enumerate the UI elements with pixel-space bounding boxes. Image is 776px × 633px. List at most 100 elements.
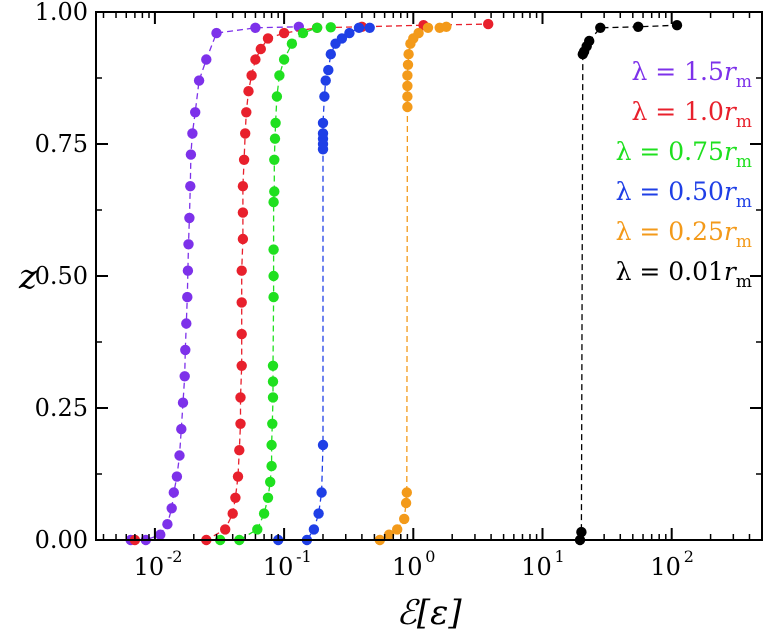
data-point	[402, 101, 413, 113]
data-point	[402, 91, 413, 102]
data-point	[268, 270, 279, 282]
data-point	[268, 244, 279, 255]
legend-entry-5: λ = 0.01rm	[616, 257, 752, 292]
data-point	[252, 524, 263, 535]
series-2	[215, 22, 336, 546]
data-point	[227, 508, 238, 519]
data-point	[399, 513, 410, 525]
data-point	[392, 524, 403, 535]
data-point	[183, 239, 194, 250]
data-point	[402, 80, 413, 92]
data-point	[237, 233, 249, 245]
legend: λ = 1.5rm λ = 1.0rm λ = 0.75rm λ = 0.50rm λ …	[616, 57, 752, 292]
x-tick-label: 10	[521, 553, 552, 581]
data-point	[297, 27, 309, 39]
data-point	[185, 149, 197, 160]
data-point	[168, 487, 179, 498]
data-point	[267, 376, 279, 387]
data-point	[182, 265, 194, 276]
series-line-1	[134, 23, 489, 541]
data-point	[325, 22, 336, 33]
data-point	[184, 212, 195, 224]
data-point	[181, 318, 192, 329]
data-point	[262, 33, 274, 44]
data-point	[179, 371, 190, 382]
data-point	[271, 91, 283, 102]
x-axis-title: ℰ[ε]	[396, 593, 462, 633]
data-point	[320, 75, 331, 86]
data-point	[402, 70, 413, 81]
data-point	[576, 526, 587, 538]
data-point	[274, 70, 285, 81]
data-point	[364, 22, 375, 33]
data-point	[323, 64, 334, 76]
data-point	[325, 49, 336, 60]
data-point	[237, 181, 249, 192]
series-3	[273, 22, 375, 546]
data-point	[236, 297, 247, 308]
data-point	[190, 107, 201, 118]
data-point	[267, 392, 279, 403]
data-point	[316, 487, 327, 498]
y-tick-label: 0.50	[35, 262, 88, 290]
data-point	[176, 423, 187, 435]
data-point	[246, 70, 257, 81]
data-point	[270, 117, 281, 129]
data-point	[268, 196, 279, 208]
data-point	[400, 497, 412, 509]
x-tick-exponent: 0	[425, 547, 435, 566]
legend-entry-2: λ = 0.75rm	[616, 137, 752, 172]
data-point	[262, 492, 274, 503]
x-tick-label: 10	[134, 553, 165, 581]
data-point	[177, 397, 189, 408]
data-point	[235, 392, 246, 403]
data-point	[234, 445, 245, 456]
x-tick-label: 10	[392, 553, 423, 581]
data-point	[353, 22, 365, 33]
data-point	[268, 291, 279, 303]
y-tick-label: 0.25	[35, 394, 88, 422]
data-point	[313, 508, 324, 519]
data-point	[211, 27, 222, 39]
data-point	[319, 91, 330, 102]
data-point	[241, 107, 252, 118]
data-point	[155, 529, 166, 540]
data-point	[232, 471, 244, 482]
data-point	[483, 18, 494, 30]
x-tick-exponent: 2	[684, 547, 694, 566]
data-point	[236, 328, 247, 340]
data-point	[267, 418, 278, 429]
series-1	[129, 18, 494, 546]
x-tick-exponent: -2	[167, 547, 183, 566]
data-point	[250, 54, 261, 65]
data-point	[413, 27, 424, 39]
legend-entry-1: λ = 1.0rm	[631, 97, 752, 132]
data-point	[584, 35, 595, 47]
data-point	[671, 20, 683, 31]
data-point	[383, 529, 395, 540]
data-point	[265, 476, 276, 488]
data-point	[185, 181, 196, 192]
data-point	[266, 460, 277, 472]
series-layer	[125, 18, 683, 546]
data-point	[266, 439, 277, 451]
data-point	[317, 117, 329, 129]
data-point	[240, 128, 251, 139]
data-point	[317, 128, 329, 139]
data-point	[308, 524, 320, 535]
data-point	[180, 344, 191, 356]
x-tick-exponent: -1	[296, 547, 312, 566]
data-point	[278, 27, 290, 39]
data-point	[336, 33, 348, 44]
series-line-3	[278, 27, 370, 541]
y-tick-label: 0.75	[35, 130, 88, 158]
data-point	[595, 22, 606, 33]
legend-entry-3: λ = 0.50rm	[616, 177, 752, 212]
data-point	[269, 154, 280, 165]
x-tick-label: 10	[650, 553, 681, 581]
data-point	[267, 360, 279, 371]
data-point	[162, 519, 173, 530]
x-tick-label: 10	[263, 553, 294, 581]
